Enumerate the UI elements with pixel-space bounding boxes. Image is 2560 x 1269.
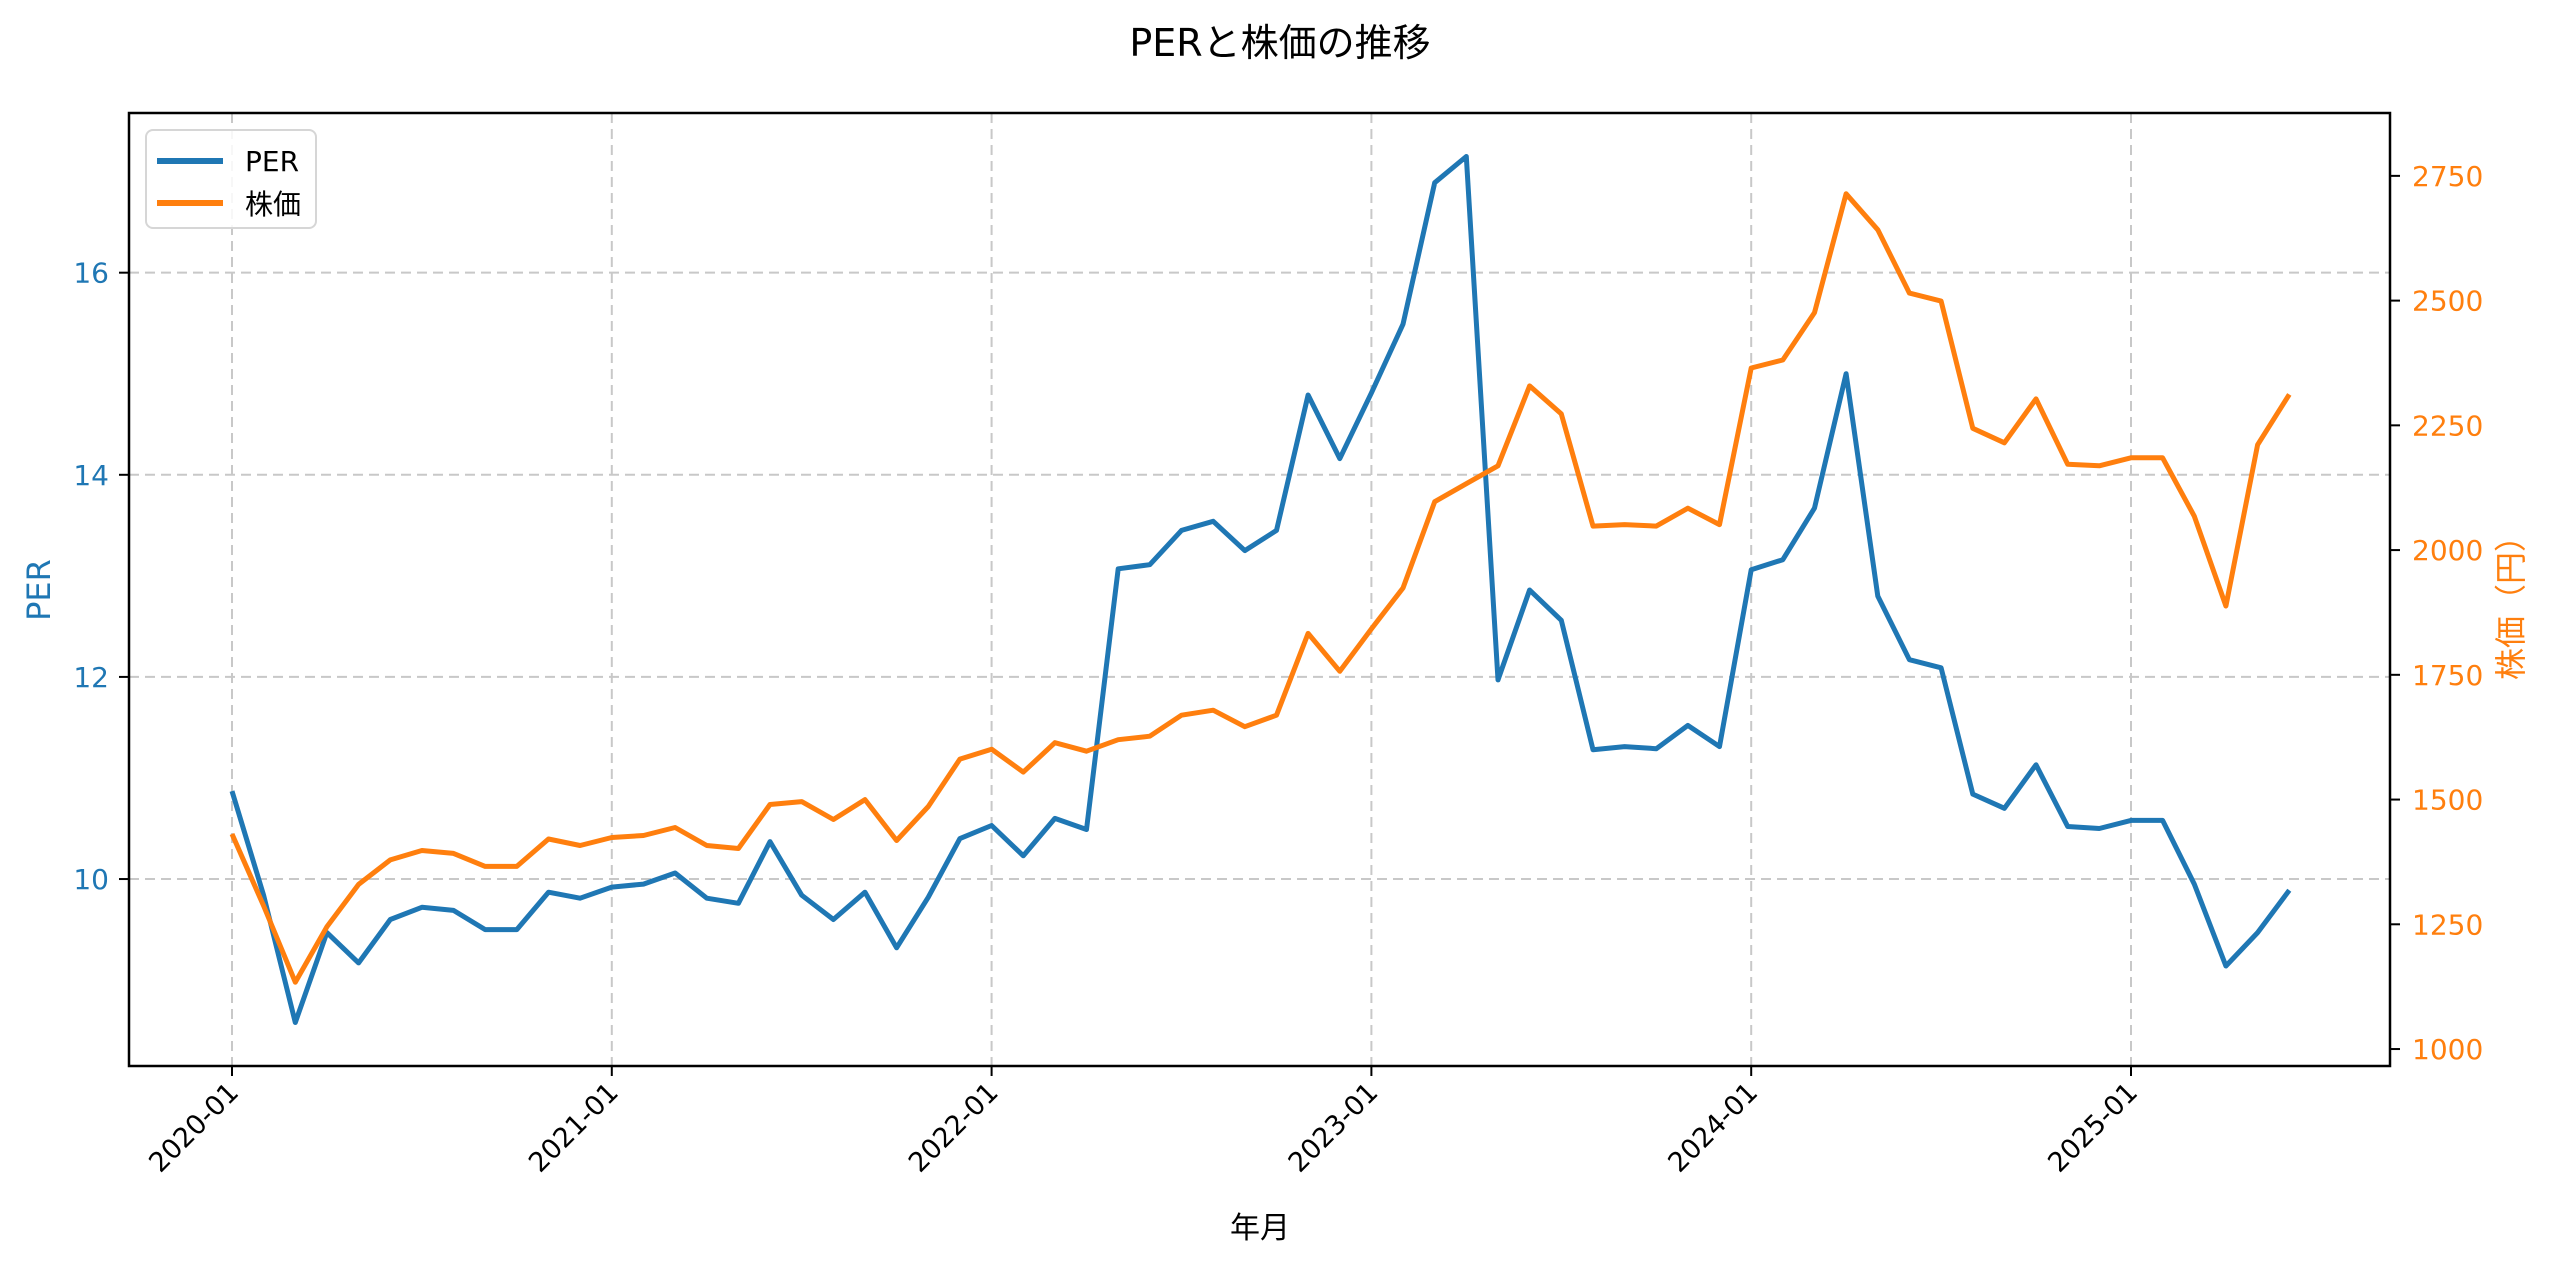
svg-text:1250: 1250 (2412, 908, 2483, 941)
legend-item-price: 株価 (157, 183, 301, 223)
svg-text:2024-01: 2024-01 (1662, 1077, 1764, 1179)
grid-lines (129, 113, 2390, 1066)
svg-text:1750: 1750 (2412, 659, 2483, 692)
y-axis-left: 10 12 14 16 (73, 257, 129, 896)
legend-item-per: PER (157, 141, 299, 181)
legend-label-price: 株価 (245, 188, 302, 221)
per-line-swatch-icon (157, 158, 223, 164)
plot-frame (127, 111, 2392, 1068)
x-axis-label: 年月 (1230, 1211, 1290, 1246)
svg-text:2500: 2500 (2412, 285, 2483, 318)
y-axis-left-label: PER (20, 559, 58, 621)
svg-text:10: 10 (73, 863, 109, 896)
legend-label-per: PER (245, 144, 300, 178)
svg-text:2750: 2750 (2412, 160, 2483, 193)
legend: PER 株価 (145, 129, 317, 229)
svg-text:12: 12 (73, 661, 109, 694)
y-axis-right: 1000 1250 1500 1750 2000 2250 2500 2750 (2390, 160, 2483, 1066)
x-axis: 2020-01 2021-01 2022-01 2023-01 2024-01 2025-… (143, 1066, 2144, 1179)
svg-text:1000: 1000 (2412, 1033, 2483, 1066)
svg-text:1500: 1500 (2412, 784, 2483, 817)
price-line-swatch-icon (157, 200, 223, 206)
data-series (229, 154, 2292, 1025)
chart-title: PERと株価の推移 (1129, 21, 1431, 65)
svg-text:2022-01: 2022-01 (903, 1077, 1005, 1179)
svg-text:2023-01: 2023-01 (1283, 1077, 1385, 1179)
svg-text:16: 16 (73, 257, 109, 290)
svg-text:2000: 2000 (2412, 534, 2483, 567)
per-line (229, 154, 2292, 1025)
svg-text:2021-01: 2021-01 (523, 1077, 625, 1179)
svg-text:2250: 2250 (2412, 409, 2483, 442)
svg-text:2020-01: 2020-01 (143, 1077, 245, 1179)
y-axis-right-label: 株価（円） (2492, 520, 2530, 680)
svg-text:14: 14 (73, 459, 109, 492)
price-line (229, 191, 2292, 985)
svg-text:2025-01: 2025-01 (2042, 1077, 2144, 1179)
